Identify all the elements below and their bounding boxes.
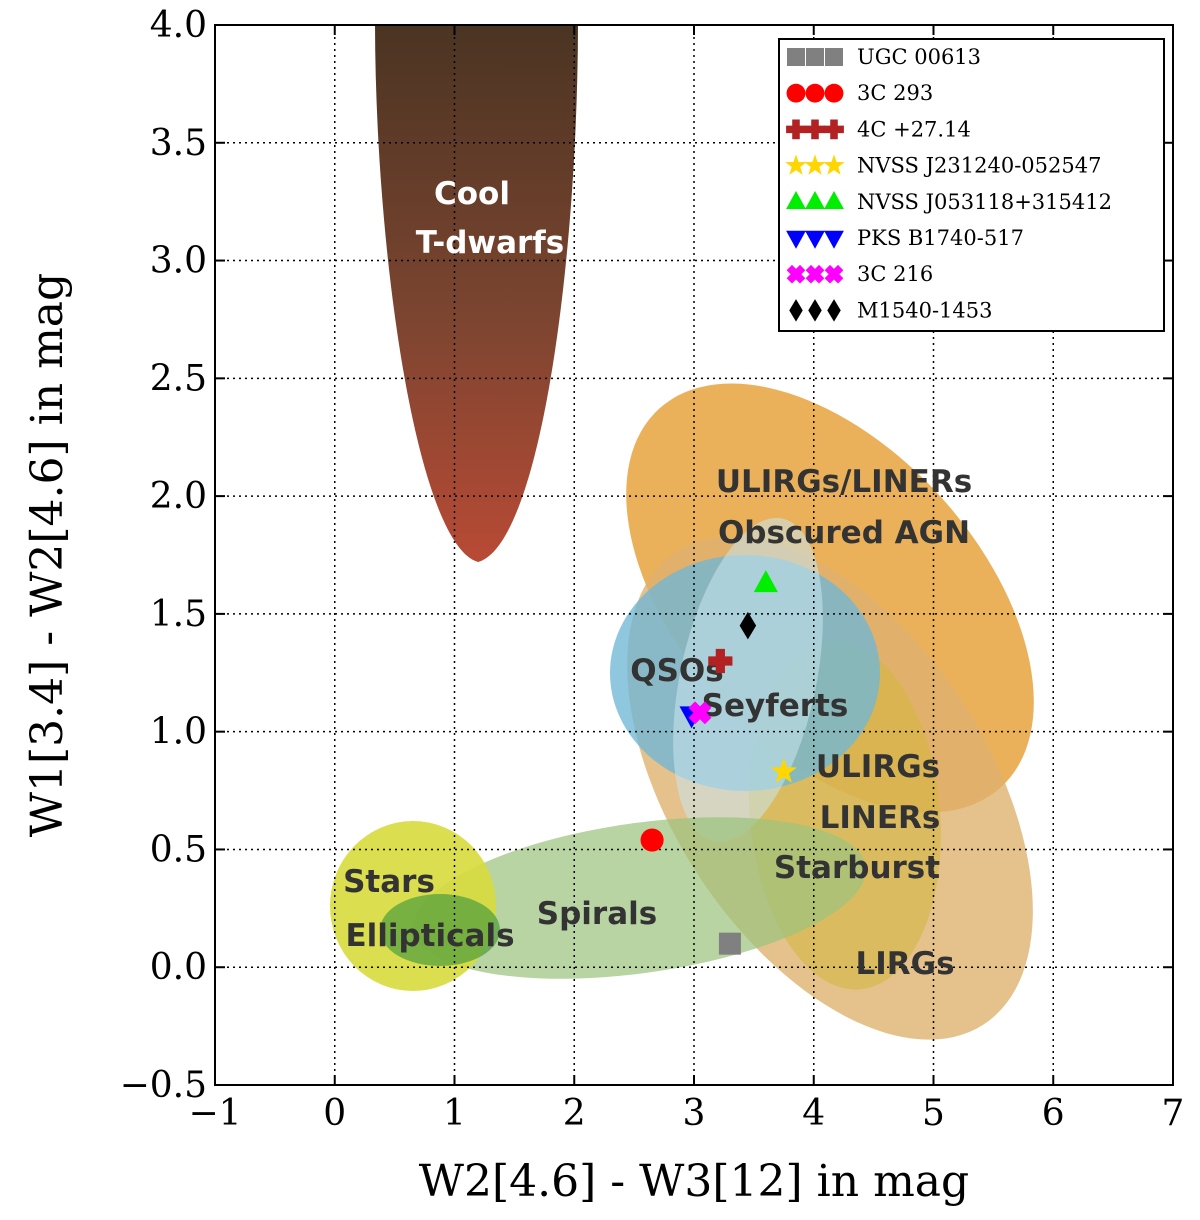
legend-m1540-1453-label: M1540-1453 — [857, 298, 993, 322]
label-ulirgs: ULIRGs — [816, 749, 940, 785]
legend-3c-293-label: 3C 293 — [857, 81, 933, 105]
label-cool: Cool — [434, 176, 510, 212]
legend-nvss-j053118-315412-marker — [824, 191, 844, 209]
legend-pks-b1740-517-marker — [786, 230, 806, 249]
x-tick-label: 4 — [802, 1093, 825, 1134]
axis-ticks: −1 0 1 2 3 4 5 6 7 −0.5 0.0 0.5 1.0 1.5 2.0 2.5 3.0 3.5 4.… — [120, 5, 1185, 1134]
point-nvss-j231240-052547 — [770, 758, 797, 783]
legend-nvss-j053118-315412-label: NVSS J053118+315412 — [857, 190, 1112, 214]
legend-nvss-j231240-052547-marker — [804, 154, 826, 175]
legend-3c-216-marker — [786, 264, 806, 284]
legend-pks-b1740-517-marker — [805, 230, 825, 249]
legend-4c-27-14-marker — [786, 119, 806, 140]
legend-3c-216-marker-bar — [805, 264, 825, 284]
label-ellipticals: Ellipticals — [345, 918, 514, 954]
classification-regions — [330, 25, 1034, 1040]
point-4c-27-14 — [708, 648, 733, 674]
legend-3c-293-marker — [786, 83, 806, 103]
legend-m1540-1453-marker — [827, 299, 841, 322]
y-tick-label: 2.0 — [150, 476, 207, 517]
label-liners: LINERs — [820, 800, 941, 836]
label-seyferts: Seyferts — [702, 688, 849, 724]
region-cool-t-dwarfs — [375, 25, 578, 562]
data-points — [640, 570, 797, 955]
x-axis-title: W2[4.6] - W3[12] in mag — [419, 1156, 969, 1207]
legend-m1540-1453-marker — [808, 299, 822, 322]
legend-4c-27-14-label: 4C +27.14 — [857, 117, 971, 141]
legend-ugc-00613-label: UGC 00613 — [857, 45, 981, 69]
x-tick-label: 0 — [323, 1093, 346, 1134]
x-tick-label: 7 — [1162, 1093, 1185, 1134]
label-starburst: Starburst — [774, 850, 940, 886]
legend-pks-b1740-517-label: PKS B1740-517 — [857, 226, 1024, 250]
y-tick-label: 4.0 — [150, 5, 207, 46]
legend-3c-216-marker — [824, 264, 844, 284]
legend-3c-216-marker-bar — [824, 264, 844, 284]
legend-nvss-j231240-052547-marker — [785, 154, 807, 175]
legend-nvss-j053118-315412-marker — [786, 191, 806, 209]
label-lirgs: LIRGs — [855, 946, 954, 982]
y-tick-label: 3.5 — [150, 123, 207, 164]
label-t-dwarfs: T-dwarfs — [416, 225, 564, 261]
x-tick-label: 5 — [922, 1093, 945, 1134]
region-spirals — [413, 817, 867, 979]
point-3c-216-bar — [688, 701, 712, 725]
legend-m1540-1453-marker — [789, 299, 803, 322]
y-tick-label: −0.5 — [120, 1065, 207, 1106]
x-tick-label: 2 — [563, 1093, 586, 1134]
legend: UGC 00613 3C 293 4C +27.14 NVSS J231240-052… — [778, 38, 1165, 332]
label-spirals: Spirals — [537, 896, 657, 932]
x-tick-label: 3 — [683, 1093, 706, 1134]
legend-nvss-j231240-052547-label: NVSS J231240-052547 — [857, 154, 1101, 178]
legend-nvss-j053118-315412-marker — [805, 191, 825, 209]
x-tick-label: −1 — [188, 1093, 241, 1134]
y-tick-label: 1.0 — [150, 712, 207, 753]
legend-3c-293-marker — [805, 83, 825, 103]
legend-3c-216-marker-bar — [786, 264, 806, 284]
x-tick-label: 6 — [1042, 1093, 1065, 1134]
y-tick-label: 0.0 — [150, 947, 207, 988]
legend-box — [778, 38, 1165, 332]
point-3c-216 — [688, 701, 712, 725]
point-ugc-00613 — [718, 932, 741, 955]
y-tick-label: 3.0 — [150, 241, 207, 282]
legend-nvss-j231240-052547-marker — [823, 154, 845, 175]
y-tick-label: 0.5 — [150, 829, 207, 870]
legend-3c-216-label: 3C 216 — [857, 262, 933, 286]
point-3c-293 — [640, 828, 664, 852]
region-labels: Cool T-dwarfs ULIRGs/LINERs Obscured AGN… — [343, 176, 972, 982]
label-obscured-agn: Obscured AGN — [718, 515, 970, 551]
y-tick-label: 1.5 — [150, 594, 207, 635]
point-m1540-1453 — [739, 611, 757, 640]
legend-ugc-00613-marker — [806, 48, 824, 66]
point-nvss-j053118-315412 — [753, 570, 778, 593]
legend-pks-b1740-517-marker — [824, 230, 844, 249]
label-qsos: QSOs — [630, 653, 723, 689]
legend-ugc-00613-marker — [825, 48, 843, 66]
label-ulirgs-liners: ULIRGs/LINERs — [716, 464, 972, 500]
y-tick-label: 2.5 — [150, 358, 207, 399]
legend-ugc-00613-marker — [787, 48, 805, 66]
label-stars: Stars — [343, 864, 435, 900]
region-seyferts — [673, 517, 823, 843]
legend-4c-27-14-marker — [805, 119, 825, 140]
legend-4c-27-14-marker — [824, 119, 844, 140]
x-tick-label: 1 — [443, 1093, 466, 1134]
y-axis-title: W1[3.4] - W2[4.6] in mag — [22, 273, 73, 837]
region-ellipticals — [380, 894, 500, 966]
legend-3c-216-marker — [805, 264, 825, 284]
legend-3c-293-marker — [824, 83, 844, 103]
